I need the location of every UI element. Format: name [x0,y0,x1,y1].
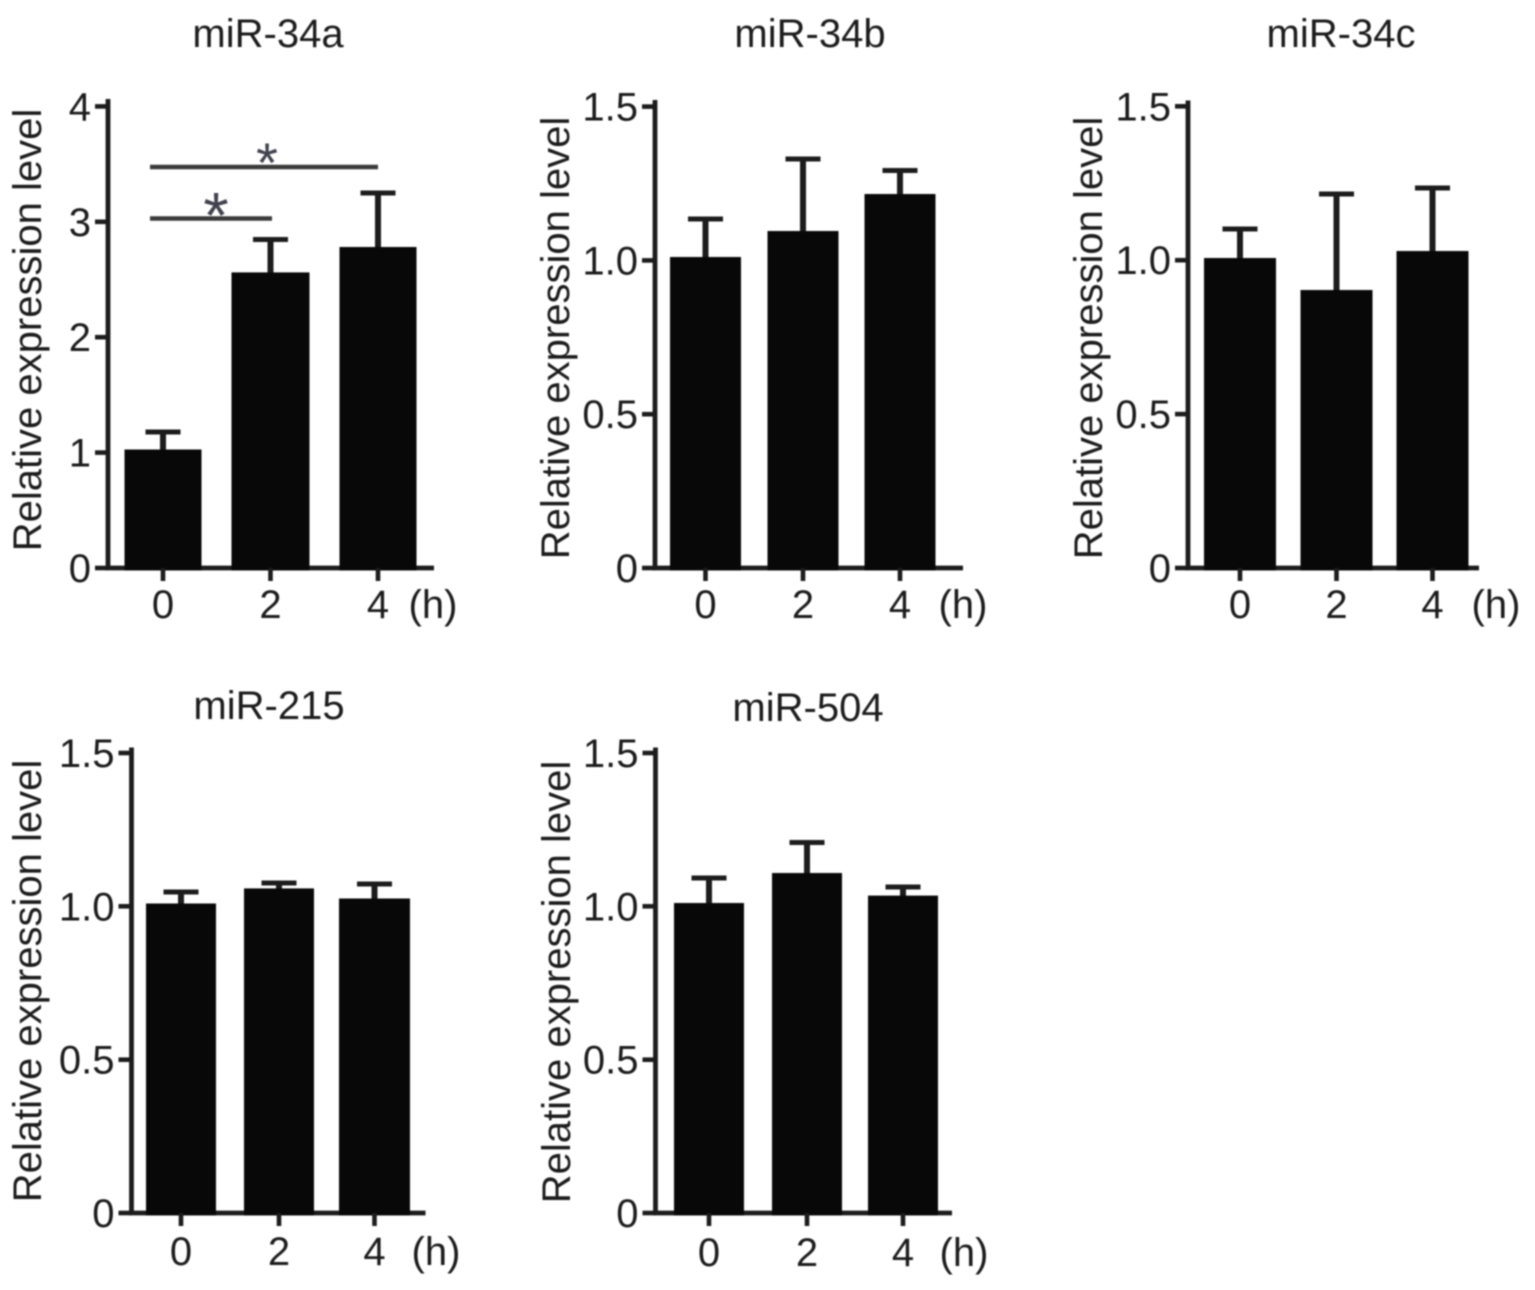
svg-text:3: 3 [69,201,91,245]
svg-text:4: 4 [363,1230,385,1274]
svg-text:Relative expression level: Relative expression level [535,761,579,1203]
svg-text:0: 0 [170,1230,192,1274]
svg-text:0: 0 [616,547,638,591]
svg-text:1.0: 1.0 [582,239,638,283]
svg-text:(h): (h) [939,583,988,627]
svg-text:*: * [203,179,228,252]
svg-text:2: 2 [792,583,814,627]
svg-text:1.5: 1.5 [583,732,639,776]
svg-text:2: 2 [69,316,91,360]
svg-text:miR-504: miR-504 [732,686,883,730]
svg-text:2: 2 [259,583,281,627]
svg-text:1.0: 1.0 [1115,239,1171,283]
svg-text:0: 0 [616,1192,638,1236]
svg-text:1.5: 1.5 [59,732,115,776]
svg-text:0: 0 [152,583,174,627]
svg-text:0: 0 [69,547,91,591]
svg-text:0.5: 0.5 [1115,393,1171,437]
svg-text:4: 4 [889,583,911,627]
svg-text:1.0: 1.0 [583,885,639,929]
svg-text:2: 2 [1325,583,1347,627]
svg-text:1.5: 1.5 [582,86,638,130]
svg-text:(h): (h) [1472,583,1521,627]
svg-text:1.0: 1.0 [59,885,115,929]
svg-text:0.5: 0.5 [583,1039,639,1083]
svg-text:(h): (h) [412,1230,461,1274]
svg-text:0.5: 0.5 [59,1039,115,1083]
svg-text:0: 0 [1229,583,1251,627]
svg-text:0: 0 [92,1192,114,1236]
svg-text:0.5: 0.5 [582,393,638,437]
svg-text:4: 4 [892,1231,914,1275]
svg-text:Relative expression level: Relative expression level [6,760,50,1202]
svg-text:Relative expression level: Relative expression level [534,117,578,559]
svg-text:4: 4 [69,85,91,129]
svg-text:1.5: 1.5 [1115,85,1171,129]
svg-text:miR-34c: miR-34c [1267,12,1416,56]
svg-text:2: 2 [268,1230,290,1274]
svg-text:4: 4 [1421,583,1443,627]
svg-text:(h): (h) [409,583,458,627]
svg-text:1: 1 [69,432,91,476]
svg-text:4: 4 [367,583,389,627]
svg-text:Relative expression level: Relative expression level [1067,117,1111,559]
svg-text:(h): (h) [940,1231,989,1275]
svg-text:2: 2 [796,1231,818,1275]
svg-text:*: * [256,131,278,194]
svg-text:miR-215: miR-215 [193,684,344,728]
svg-text:0: 0 [698,1231,720,1275]
svg-text:miR-34a: miR-34a [192,12,344,56]
svg-text:0: 0 [694,583,716,627]
svg-text:0: 0 [1149,547,1171,591]
svg-text:miR-34b: miR-34b [734,12,885,56]
svg-text:Relative expression level: Relative expression level [6,109,50,551]
